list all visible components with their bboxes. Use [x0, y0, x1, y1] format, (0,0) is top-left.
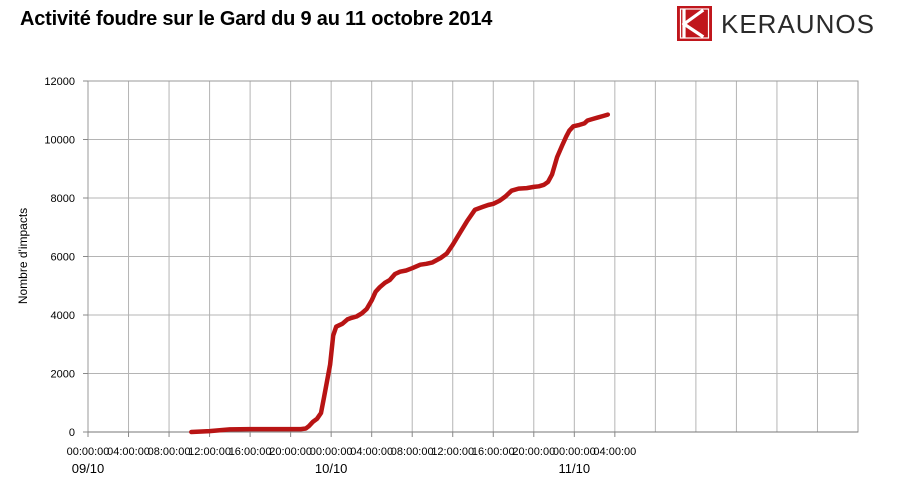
y-axis: 0 2000 4000 6000 8000 10000 12000: [44, 76, 88, 439]
x-tick-label: 04:00:00: [350, 446, 393, 458]
y-axis-title: Nombre d'impacts: [16, 208, 30, 304]
x-axis: 00:00:0004:00:0008:00:0012:00:0016:00:00…: [67, 432, 636, 458]
date-labels: 09/10 10/10 11/10: [72, 461, 590, 476]
page-title: Activité foudre sur le Gard du 9 au 11 o…: [20, 8, 493, 30]
y-tick-label: 8000: [51, 193, 75, 205]
date-label: 09/10: [72, 461, 105, 476]
series-group: [189, 112, 611, 435]
x-tick-label: 00:00:00: [67, 446, 110, 458]
chart-grid: [87, 80, 859, 433]
x-tick-label: 16:00:00: [472, 446, 515, 458]
x-tick-label: 08:00:00: [391, 446, 434, 458]
y-tick-label: 2000: [51, 369, 75, 381]
x-tick-label: 20:00:00: [512, 446, 555, 458]
keraunos-logo: KERAUNOS: [677, 6, 887, 44]
y-tick-label: 6000: [51, 252, 75, 264]
logo-text: KERAUNOS: [721, 9, 875, 39]
logo-k-glyph-icon: [679, 8, 710, 39]
date-label: 11/10: [559, 461, 591, 476]
x-tick-label: 04:00:00: [593, 446, 636, 458]
x-tick-label: 12:00:00: [431, 446, 474, 458]
x-tick-label: 04:00:00: [107, 446, 150, 458]
y-tick-label: 4000: [51, 310, 75, 322]
y-tick-label: 0: [69, 427, 75, 439]
x-tick-label: 00:00:00: [553, 446, 596, 458]
series-line: [189, 112, 611, 435]
x-tick-label: 20:00:00: [269, 446, 312, 458]
x-tick-label: 00:00:00: [310, 446, 353, 458]
date-label: 10/10: [315, 461, 348, 476]
logo-mark-icon: [677, 6, 712, 41]
y-tick-label: 10000: [44, 135, 75, 147]
x-tick-label: 16:00:00: [229, 446, 272, 458]
x-tick-label: 12:00:00: [188, 446, 231, 458]
x-tick-label: 08:00:00: [148, 446, 191, 458]
y-tick-label: 12000: [44, 76, 75, 88]
